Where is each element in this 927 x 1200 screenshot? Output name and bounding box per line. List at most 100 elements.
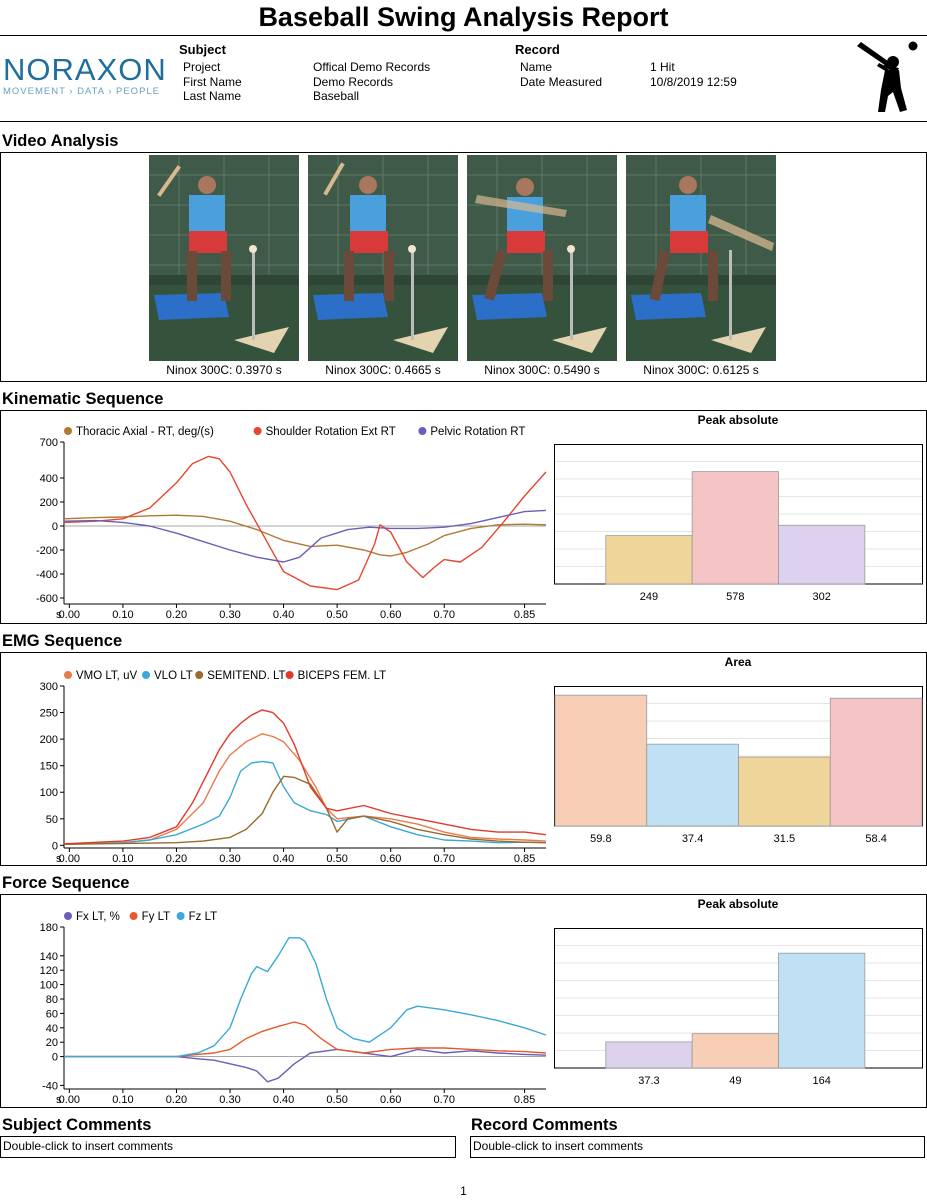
y-tick-label: -600 [36,593,58,605]
legend-marker [64,912,72,920]
emg-bar-chart: 59.8 37.4 31.5 58.4 [554,686,923,845]
x-unit-label: s [56,1094,62,1105]
force-sequence-title: Force Sequence [2,874,130,892]
x-tick-label: 0.40 [273,609,294,620]
x-tick-label: 0.50 [326,609,347,620]
record-label-name: Name [520,60,553,74]
x-tick-label: 0.10 [112,1094,133,1105]
legend-label: Pelvic Rotation RT [430,426,525,438]
record-info: Name Date Measured [520,60,602,89]
force-bar-chart: 37.3 49 164 [554,928,923,1087]
x-tick-label: 0.60 [380,853,401,864]
video-frame-4[interactable] [626,155,776,361]
bar [738,756,831,827]
video-frame-3[interactable] [467,155,617,361]
x-tick-label: 0.40 [273,1094,294,1105]
subject-value-project: Offical Demo Records [313,60,431,74]
legend-label: Fz LT [189,911,218,923]
legend-marker [418,427,427,435]
y-tick-label: 150 [40,761,58,773]
bar [691,471,779,585]
y-tick-label: 0 [52,1052,58,1064]
legend-marker [195,671,204,679]
header-bottom-rule [0,121,927,122]
legend-label: VLO LT [154,670,193,682]
record-value-name: 1 Hit [650,60,675,74]
legend-marker [176,912,185,920]
force-line-chart: Fx LT, % Fy LT Fz LT 180 140 120 100 80 60 40 20 0 -… [40,911,547,1105]
header-top-rule [0,35,927,36]
subject-comments-field[interactable]: Double-click to insert comments [0,1136,456,1158]
y-tick-label: 100 [40,787,58,799]
subject-heading: Subject [179,42,226,57]
y-tick-label: 300 [40,681,58,693]
y-tick-label: 0 [52,840,58,852]
record-label-date: Date Measured [520,74,603,89]
x-tick-label: 0.30 [219,853,240,864]
series-line-vlo-lt [63,760,547,845]
x-tick-label: 0.70 [434,1094,455,1105]
kinematic-bar-chart: 249 578 302 [554,444,923,603]
kinematic-bar-title: Peak absolute [697,413,779,427]
y-tick-label: 200 [40,734,58,746]
x-tick-label: 0.30 [219,609,240,620]
video-frame-1[interactable] [149,155,299,361]
bar-value-label: 58.4 [865,833,886,845]
video-analysis-panel [0,152,927,382]
emg-line-chart: VMO LT, uV VLO LT SEMITEND. LT BICEPS FEM. … [40,670,547,864]
x-tick-label: 0.40 [273,853,294,864]
x-tick-label: 0.50 [326,1094,347,1105]
y-tick-label: -40 [42,1080,58,1092]
y-tick-label: 40 [46,1023,58,1035]
y-tick-label: -400 [36,569,58,581]
bar-value-label: 37.4 [682,833,703,845]
legend-marker [129,912,138,920]
bar [778,524,866,585]
x-tick-label: 0.30 [219,1094,240,1105]
x-unit-label: s [56,853,62,864]
series-line-vmo-lt-uv [63,733,547,845]
force-bar-title: Peak absolute [697,897,779,911]
series-line-pelvic-rotation-rt [63,509,547,563]
video-caption-3: Ninox 300C: 0.5490 s [484,363,600,377]
x-tick-label: 0.10 [112,609,133,620]
record-comments-field[interactable]: Double-click to insert comments [470,1136,925,1158]
bar-value-label: 37.3 [638,1075,659,1087]
bar-value-label: 49 [729,1075,741,1087]
x-tick-label: 0.00 [59,853,80,864]
y-tick-label: 50 [46,814,58,826]
y-tick-label: 200 [40,497,58,509]
video-caption-1: Ninox 300C: 0.3970 s [166,363,282,377]
y-tick-label: 80 [46,994,58,1006]
legend-marker [253,427,262,435]
x-tick-label: 0.70 [434,609,455,620]
legend-label: Shoulder Rotation Ext RT [266,426,396,438]
baseball-batter-icon [857,41,918,112]
legend-label: VMO LT, uV [76,670,137,682]
video-frame-image [308,155,458,361]
x-tick-label: 0.85 [514,609,535,620]
legend-label: BICEPS FEM. LT [298,670,387,682]
x-tick-label: 0.70 [434,853,455,864]
y-tick-label: 250 [40,708,58,720]
subject-value-last-name: Baseball [313,89,360,103]
noraxon-tagline: MOVEMENT › DATA › PEOPLE [3,86,161,97]
x-tick-label: 0.00 [59,1094,80,1105]
record-heading: Record [515,42,560,57]
video-frame-image [149,155,299,361]
y-tick-label: 180 [40,922,58,934]
y-tick-label: 400 [40,473,58,485]
subject-value-first-name: Demo Records [313,74,394,89]
video-caption-4: Ninox 300C: 0.6125 s [643,363,759,377]
legend-marker [285,671,294,679]
page-number: 1 [460,1184,467,1198]
video-caption-2: Ninox 300C: 0.4665 s [325,363,441,377]
legend-marker [142,671,150,679]
x-tick-label: 0.85 [514,853,535,864]
record-values: 1 Hit 10/8/2019 12:59 [650,60,737,89]
subject-comments-title: Subject Comments [2,1116,152,1134]
bar-value-label: 302 [813,591,831,603]
bar-value-label: 249 [640,591,658,603]
video-frame-2[interactable] [308,155,458,361]
legend-marker [64,671,72,679]
